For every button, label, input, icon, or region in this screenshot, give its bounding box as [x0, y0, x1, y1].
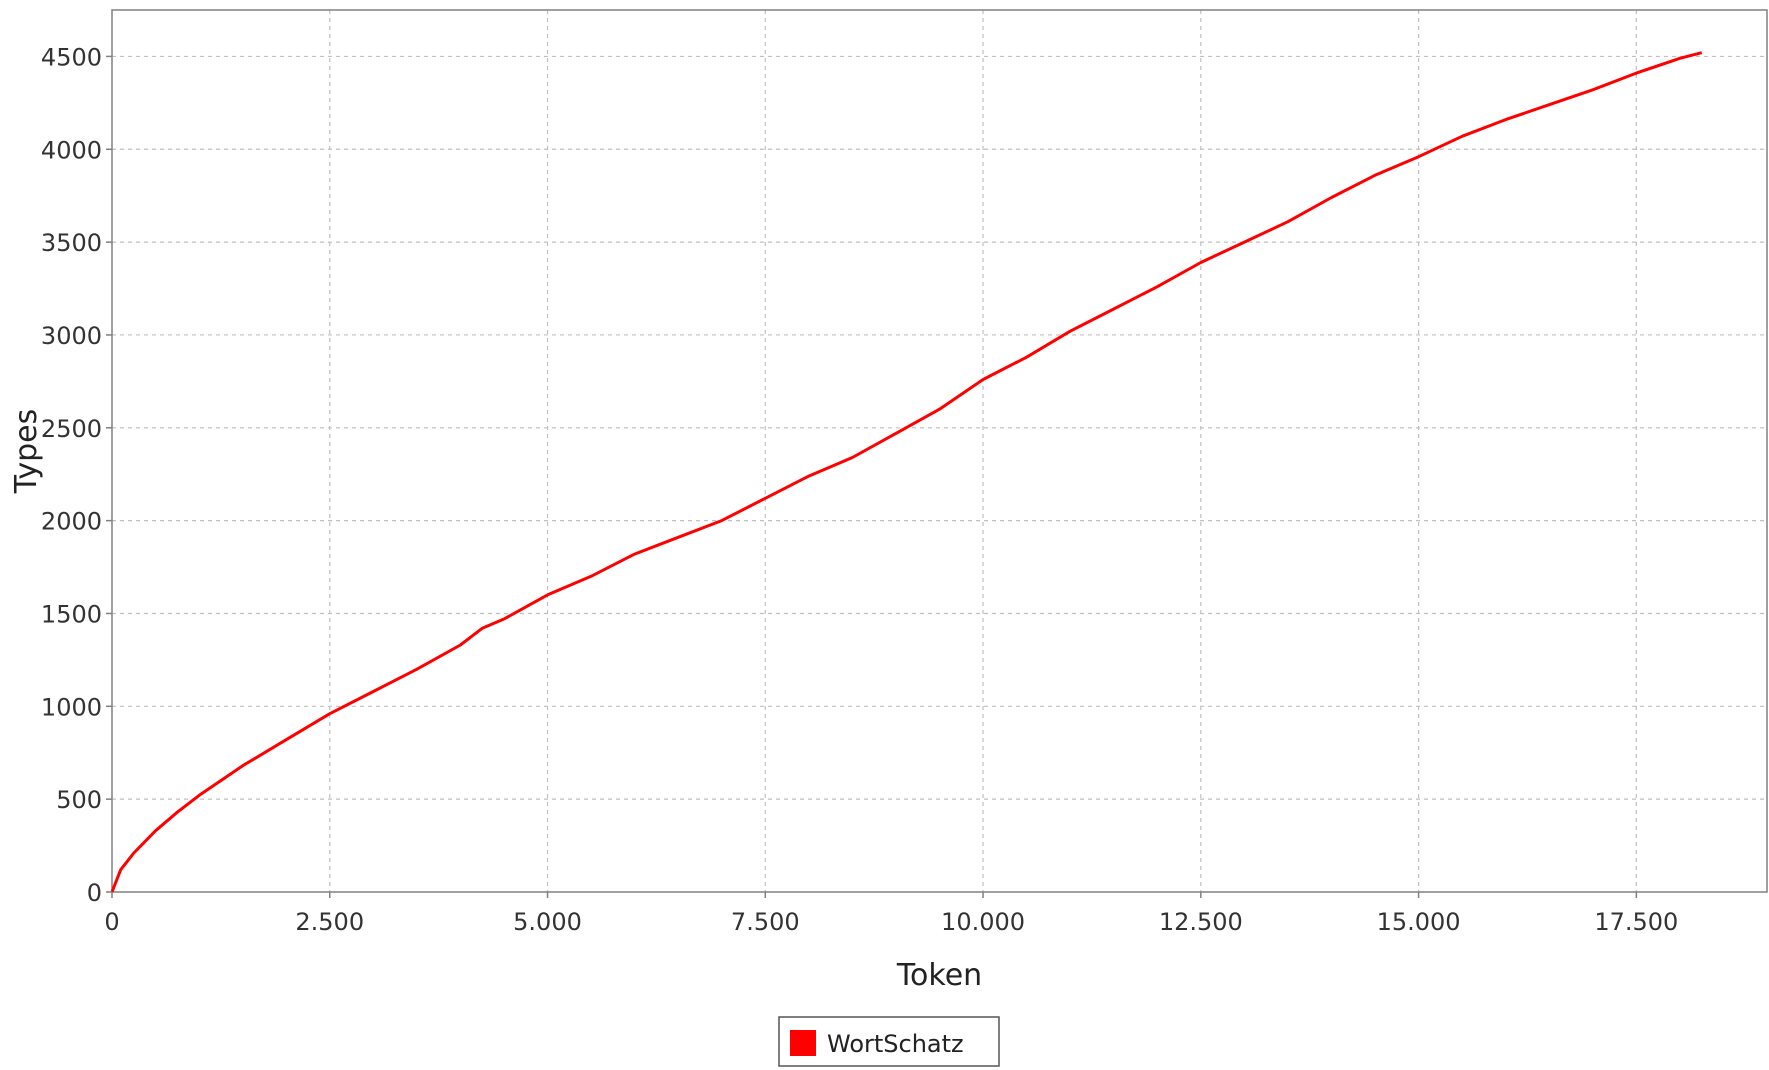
- grid: [112, 10, 1767, 892]
- x-tick-label: 5.000: [513, 908, 582, 936]
- y-tick-label: 2000: [41, 508, 102, 536]
- x-tick-label: 7.500: [731, 908, 800, 936]
- legend: WortSchatz: [778, 1016, 1000, 1067]
- y-tick-label: 1500: [41, 600, 102, 628]
- y-tick-label: 4500: [41, 43, 102, 71]
- x-tick-label: 12.500: [1159, 908, 1243, 936]
- y-tick-label: 1000: [41, 693, 102, 721]
- x-tick-label: 10.000: [941, 908, 1025, 936]
- y-tick-label: 3000: [41, 322, 102, 350]
- x-tick-label: 2.500: [295, 908, 364, 936]
- y-tick-label: 0: [87, 879, 102, 907]
- series-layer: [110, 51, 1703, 893]
- y-tick-label: 3500: [41, 229, 102, 257]
- y-tick-label: 2500: [41, 415, 102, 443]
- x-axis-label: Token: [896, 958, 982, 993]
- series-line-0: [110, 51, 1703, 893]
- legend-swatch: [790, 1030, 816, 1056]
- x-axis-ticks: 0 2.500 5.000 7.500 10.000 12.500 15.000 17.500: [104, 892, 1678, 936]
- x-tick-label: 0: [104, 908, 119, 936]
- y-tick-label: 4000: [41, 136, 102, 164]
- y-axis-ticks: 0 500 1000 1500 2000 2500 3000 3500 4000 4500: [41, 43, 112, 907]
- x-tick-label: 15.000: [1377, 908, 1461, 936]
- x-tick-label: 17.500: [1594, 908, 1678, 936]
- y-axis-label: Types: [9, 409, 44, 495]
- legend-label: WortSchatz: [827, 1030, 964, 1058]
- y-tick-label: 500: [56, 786, 102, 814]
- plot-area: [111, 9, 1768, 893]
